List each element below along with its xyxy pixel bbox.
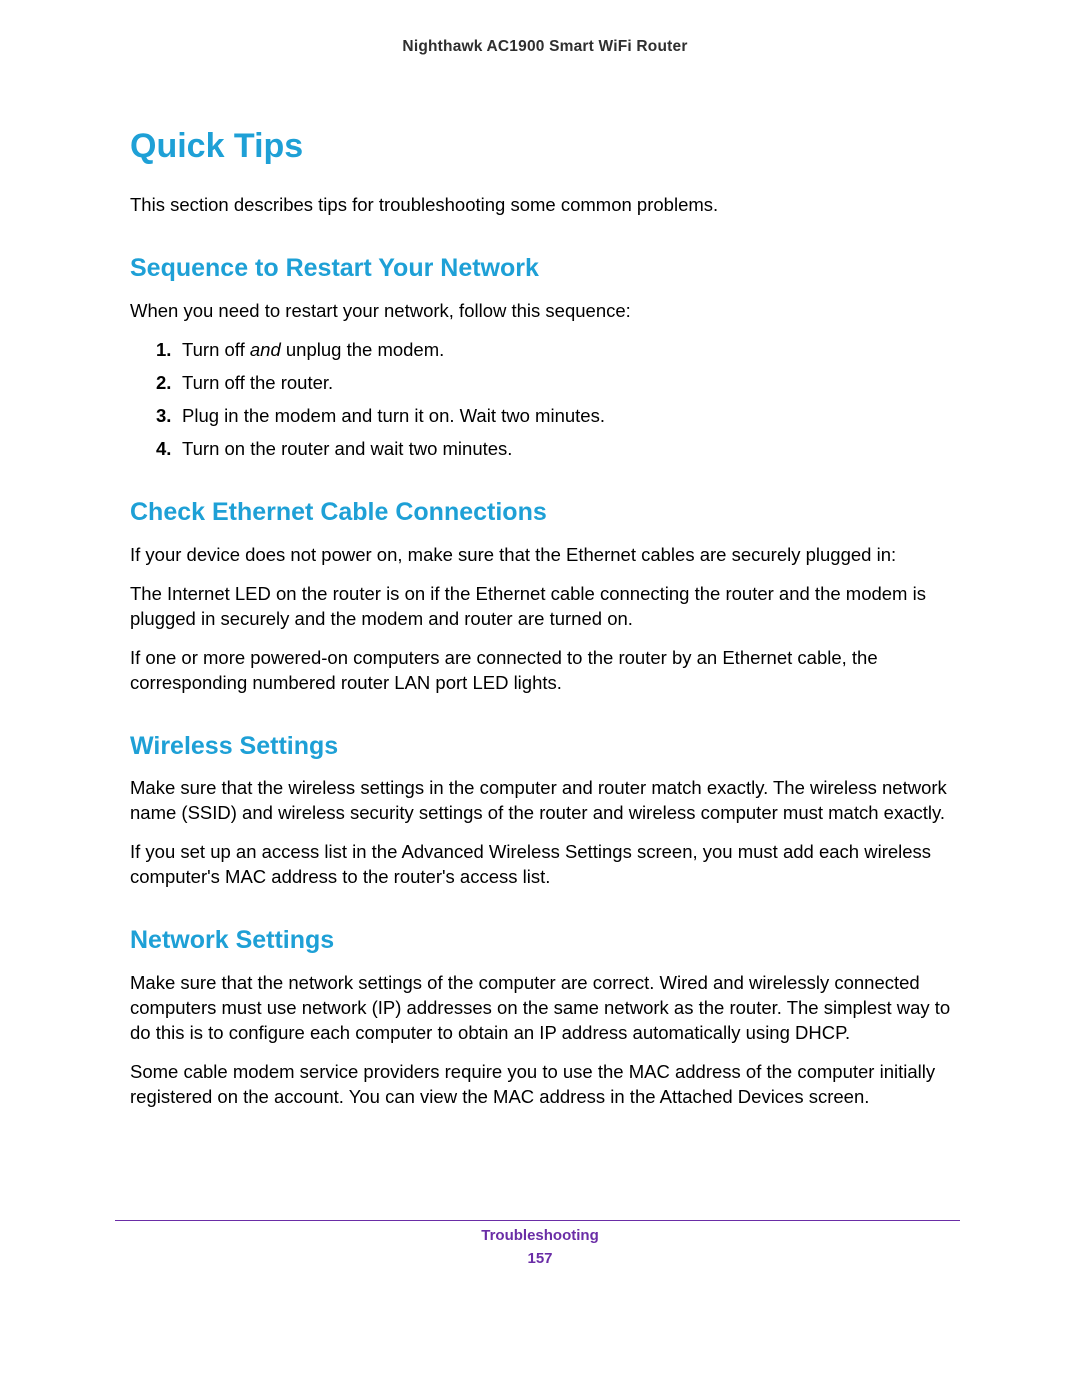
network-p2: Some cable modem service providers requi… bbox=[130, 1060, 960, 1110]
section-heading-restart: Sequence to Restart Your Network bbox=[130, 254, 960, 283]
step-text: Turn on the router and wait two minutes. bbox=[182, 438, 512, 459]
step-number: 2. bbox=[156, 371, 171, 396]
footer-rule bbox=[115, 1220, 960, 1221]
page-title: Quick Tips bbox=[130, 128, 960, 165]
footer: Troubleshooting 157 bbox=[0, 1227, 1080, 1267]
intro-paragraph: This section describes tips for troubles… bbox=[130, 193, 960, 218]
step-text: Turn off and unplug the modem. bbox=[182, 339, 444, 360]
step-number: 1. bbox=[156, 338, 171, 363]
step-4: 4. Turn on the router and wait two minute… bbox=[156, 437, 960, 462]
page: Nighthawk AC1900 Smart WiFi Router Quick… bbox=[0, 0, 1080, 1397]
step-text: Plug in the modem and turn it on. Wait t… bbox=[182, 405, 605, 426]
section-heading-wireless: Wireless Settings bbox=[130, 732, 960, 761]
section-heading-network: Network Settings bbox=[130, 926, 960, 955]
restart-lead: When you need to restart your network, f… bbox=[130, 299, 960, 324]
step-1: 1. Turn off and unplug the modem. bbox=[156, 338, 960, 363]
restart-steps: 1. Turn off and unplug the modem. 2. Turn … bbox=[156, 338, 960, 462]
step-2: 2. Turn off the router. bbox=[156, 371, 960, 396]
step-text: Turn off the router. bbox=[182, 372, 333, 393]
section-heading-ethernet: Check Ethernet Cable Connections bbox=[130, 498, 960, 527]
step-number: 4. bbox=[156, 437, 171, 462]
footer-section: Troubleshooting bbox=[0, 1227, 1080, 1244]
wireless-p2: If you set up an access list in the Adva… bbox=[130, 840, 960, 890]
ethernet-p1: If your device does not power on, make s… bbox=[130, 543, 960, 568]
footer-page-number: 157 bbox=[0, 1250, 1080, 1267]
step-number: 3. bbox=[156, 404, 171, 429]
ethernet-p3: If one or more powered-on computers are … bbox=[130, 646, 960, 696]
step-3: 3. Plug in the modem and turn it on. Wait… bbox=[156, 404, 960, 429]
network-p1: Make sure that the network settings of t… bbox=[130, 971, 960, 1046]
wireless-p1: Make sure that the wireless settings in … bbox=[130, 776, 960, 826]
document-header: Nighthawk AC1900 Smart WiFi Router bbox=[130, 38, 960, 56]
ethernet-p2: The Internet LED on the router is on if … bbox=[130, 582, 960, 632]
